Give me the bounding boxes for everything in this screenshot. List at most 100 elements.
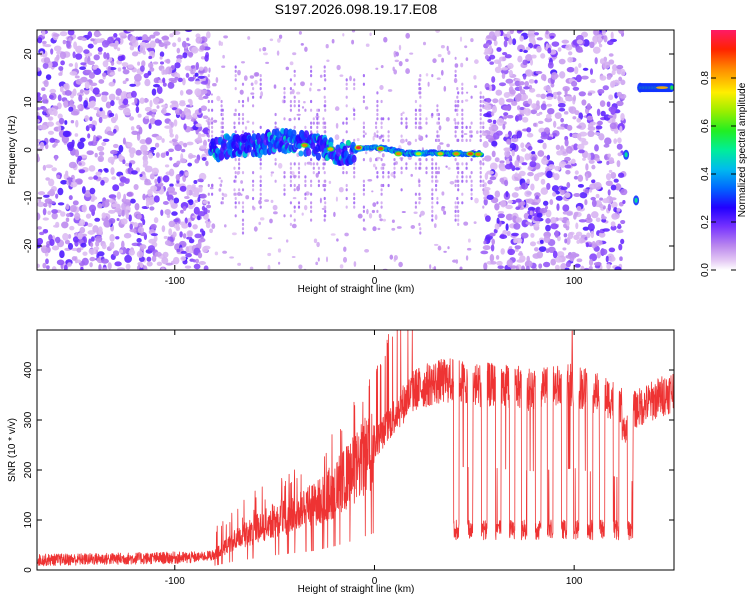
noise-blob: [154, 178, 158, 185]
noise-blob: [583, 267, 590, 270]
streak-dot: [382, 117, 385, 121]
noise-blob: [195, 123, 202, 128]
sparse-dot: [247, 36, 251, 40]
streak-dot: [456, 175, 459, 179]
streak-dot: [238, 201, 241, 205]
noise-blob: [181, 40, 187, 48]
noise-blob: [524, 103, 531, 108]
streak-dot: [456, 95, 459, 99]
noise-blob: [609, 122, 617, 130]
streak-dot: [353, 201, 356, 205]
streak-dot: [293, 69, 296, 73]
noise-blob: [165, 67, 169, 75]
noise-blob: [548, 164, 556, 170]
streak-dot: [380, 205, 383, 209]
sparse-dot: [455, 259, 459, 264]
sparse-dot: [339, 74, 344, 77]
streak-dot: [418, 87, 421, 91]
sparse-dot: [343, 246, 347, 252]
noise-blob: [93, 107, 100, 111]
noise-blob: [85, 69, 92, 74]
noise-blob: [617, 223, 621, 228]
streak-dot: [259, 175, 262, 179]
streak-dot: [457, 179, 460, 183]
noise-blob: [516, 105, 521, 111]
sparse-dot: [277, 261, 281, 265]
noise-blob: [43, 57, 51, 64]
streak-dot: [457, 171, 460, 175]
sparse-dot: [316, 241, 320, 248]
streak-dot: [418, 179, 421, 183]
sparse-dot: [301, 106, 305, 109]
noise-blob: [54, 139, 60, 144]
streak-dot: [322, 117, 325, 121]
noise-blob: [491, 140, 498, 147]
streak-dot: [431, 218, 434, 222]
streak-dot: [419, 104, 422, 108]
noise-blob: [589, 41, 595, 49]
noise-blob: [112, 128, 117, 134]
colorbar-tick-label: 0.4: [700, 167, 711, 181]
noise-blob: [124, 209, 128, 216]
streak-dot: [454, 205, 457, 209]
noise-blob: [201, 205, 206, 211]
streak-dot: [362, 179, 365, 183]
streak-dot: [259, 95, 262, 99]
noise-blob: [591, 199, 597, 208]
noise-blob: [543, 235, 551, 243]
sparse-dot: [264, 199, 270, 202]
streak-dot: [324, 78, 327, 82]
noise-blob: [549, 35, 555, 39]
streak-dot: [259, 188, 262, 192]
noise-blob: [199, 145, 207, 150]
noise-blob: [179, 231, 183, 238]
noise-blob: [512, 134, 518, 139]
streak-dot: [461, 192, 464, 196]
noise-blob: [178, 101, 186, 107]
noise-blob: [584, 199, 588, 206]
streak-dot: [207, 134, 210, 138]
noise-blob: [532, 253, 541, 259]
streak-dot: [297, 183, 301, 188]
noise-blob: [185, 89, 193, 95]
noise-blob: [162, 251, 169, 258]
snr-xtick-label: 0: [372, 576, 378, 587]
sparse-dot: [325, 256, 329, 263]
noise-blob: [88, 165, 96, 172]
streak-dot: [479, 104, 482, 108]
noise-blob: [513, 222, 521, 230]
streak-dot: [436, 138, 439, 142]
streak-dot: [304, 192, 307, 196]
streak-dot: [470, 130, 473, 134]
sparse-dot: [315, 261, 319, 266]
sparse-dot: [364, 248, 370, 253]
noise-blob: [511, 232, 519, 237]
noise-blob: [176, 160, 181, 165]
noise-blob: [76, 247, 82, 253]
sparse-dot: [377, 227, 381, 231]
streak-dot: [479, 108, 482, 112]
noise-blob: [545, 224, 551, 232]
streak-dot: [400, 171, 403, 175]
noise-blob: [80, 62, 87, 66]
streak-dot: [461, 121, 464, 125]
noise-blob: [102, 72, 107, 77]
streak-dot: [297, 108, 301, 112]
spectrogram-xtick-label: 100: [566, 276, 583, 287]
noise-blob: [489, 254, 495, 262]
streak-dot: [241, 130, 245, 134]
noise-blob: [540, 93, 547, 99]
noise-blob: [593, 262, 602, 266]
colorbar-tick-label: 0.2: [700, 215, 711, 229]
noise-blob: [514, 237, 523, 244]
noise-blob: [199, 89, 208, 95]
noise-blob: [567, 231, 574, 240]
streak-dot: [436, 196, 439, 201]
streak-dot: [252, 95, 255, 99]
noise-blob: [524, 81, 530, 87]
streak-dot: [380, 125, 383, 129]
noise-blob: [120, 218, 128, 225]
noise-blob: [536, 37, 543, 41]
streak-dot: [317, 171, 320, 175]
noise-blob: [603, 35, 608, 43]
